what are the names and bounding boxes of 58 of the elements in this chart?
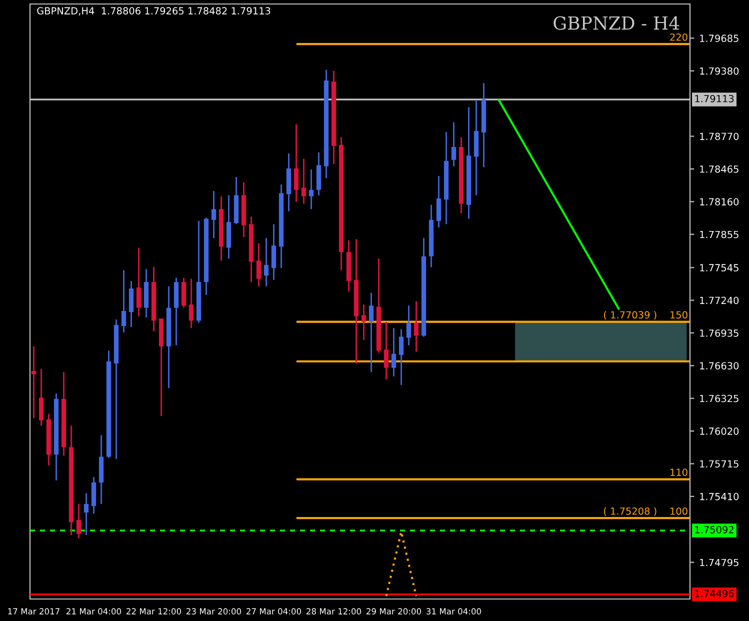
annotation: ( 1.77039 ) 150 <box>604 311 688 320</box>
candlestick <box>188 278 194 329</box>
y-tick-label: 1.76325 <box>700 394 738 402</box>
y-tick-label: 1.76935 <box>700 329 738 337</box>
candlestick <box>136 247 142 318</box>
x-tick-label: 17 Mar 2017 <box>8 608 60 614</box>
candlestick <box>391 327 396 378</box>
candlestick <box>264 237 269 288</box>
y-tick-label: 1.78465 <box>700 165 738 173</box>
y-tick-label: 1.77855 <box>700 230 738 238</box>
candlestick <box>76 503 82 539</box>
candlestick <box>128 280 134 328</box>
y-tick-label: 1.77240 <box>700 296 739 304</box>
x-tick-label: 28 Mar 12:00 <box>306 608 362 614</box>
y-tick-label: 1.75715 <box>700 460 738 468</box>
candlestick <box>361 304 366 341</box>
candlestick <box>301 158 306 204</box>
annotation: ( 1.75208 ) 100 <box>604 507 688 516</box>
annotation: 220 <box>670 33 688 41</box>
candlestick <box>84 492 89 536</box>
text: GBPNZD - H4 <box>554 16 680 30</box>
candlestick <box>38 368 44 426</box>
candlestick <box>294 124 299 202</box>
candlestick <box>368 292 374 373</box>
x-tick-label: 23 Mar 20:00 <box>186 608 242 614</box>
y-tick-label: 1.79380 <box>700 67 739 75</box>
x-tick-label: 22 Mar 12:00 <box>126 608 182 614</box>
y-tick-label: 1.75410 <box>700 492 739 500</box>
candlestick <box>91 476 96 514</box>
y-tick-label: 1.78160 <box>700 198 739 206</box>
candlestick <box>398 328 404 386</box>
candlestick <box>256 242 262 288</box>
candlestick <box>121 270 126 334</box>
candlestick <box>406 304 412 346</box>
candlestick <box>414 300 419 352</box>
candlestick <box>271 223 276 281</box>
candlestick <box>211 190 216 239</box>
candlestick <box>31 346 36 419</box>
ref-line-label: 1.74496 <box>695 590 734 598</box>
candlestick <box>384 321 389 380</box>
ref-line-label: 1.79113 <box>695 94 734 102</box>
candlestick <box>181 277 186 308</box>
y-tick-label: 1.76020 <box>700 428 739 435</box>
x-tick-label: 31 Mar 04:00 <box>426 608 482 614</box>
y-tick-label: 1.78770 <box>700 132 739 140</box>
x-tick-label: 27 Mar 04:00 <box>246 608 302 614</box>
y-tick-label: 1.77545 <box>700 264 738 272</box>
y-tick-label: 1.74795 <box>700 558 738 566</box>
y-tick-label: 1.76630 <box>700 362 739 370</box>
x-tick-label: 29 Mar 20:00 <box>366 608 422 614</box>
annotation: 110 <box>670 468 688 476</box>
ref-line-label: 1.75092 <box>695 526 734 534</box>
candlestick <box>308 168 314 210</box>
candlestick <box>436 175 442 228</box>
annotation: GBPNZD,H4 1.78806 1.79265 1.78482 1.79113 <box>37 7 270 16</box>
x-tick-label: 21 Mar 04:00 <box>66 608 122 614</box>
y-tick-label: 1.79685 <box>700 34 738 42</box>
candlestick <box>451 122 456 167</box>
